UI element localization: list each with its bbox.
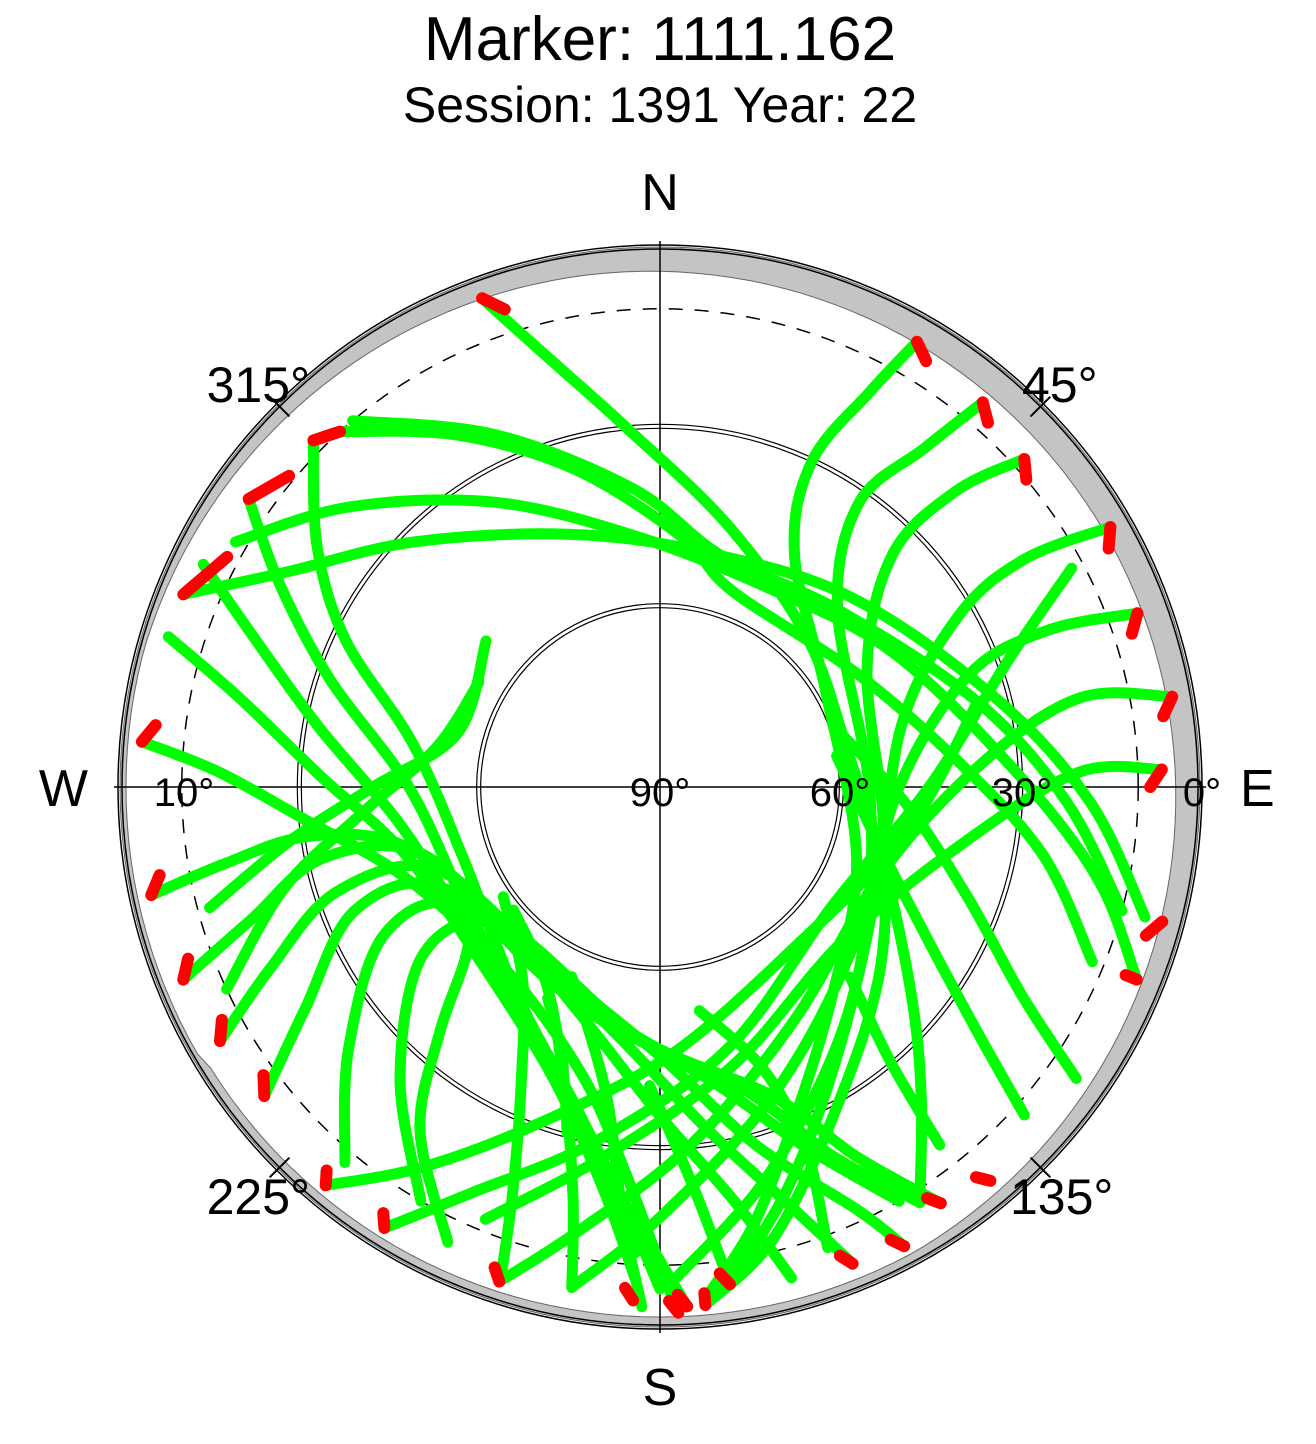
satellite-track-29	[495, 891, 530, 1282]
low-elevation-segment-29	[319, 1164, 333, 1192]
satellite-track-12	[479, 760, 1168, 1225]
low-elevation-segment-8	[135, 719, 162, 748]
satellite-track-27	[221, 676, 485, 995]
azimuth-tick-135	[1029, 1156, 1052, 1179]
direction-label-east: E	[1240, 760, 1275, 818]
azimuth-label-225: 225°	[207, 1169, 310, 1225]
chart-subtitle: Session: 1391 Year: 22	[403, 77, 917, 133]
low-elevation-segment-23	[884, 1233, 911, 1253]
low-elevation-segment-6	[177, 952, 195, 986]
low-elevation-segment-7	[214, 1013, 228, 1048]
low-elevation-segment-5	[145, 869, 166, 902]
low-elevation-segment-10	[911, 335, 933, 368]
low-elevation-segment-4	[476, 292, 511, 316]
elevation-label-60: 60°	[810, 771, 871, 815]
low-elevation-segment-14	[1125, 607, 1144, 640]
low-elevation-segment-27	[488, 1261, 506, 1288]
satellite-track-32	[644, 1080, 736, 1290]
low-elevation-segment-25	[619, 1281, 640, 1307]
elevation-label-90: 90°	[630, 771, 691, 815]
satellite-track-13	[378, 562, 1078, 1234]
azimuth-tick-225	[268, 1156, 291, 1179]
low-elevation-segment-1	[177, 550, 234, 601]
satellite-tracks	[136, 292, 1178, 1319]
satellite-track-1	[334, 425, 1098, 968]
low-elevation-segment-15	[1157, 690, 1179, 723]
satellite-track-33	[542, 992, 573, 1139]
satellite-track-34	[693, 1005, 834, 1254]
low-elevation-segment-13	[1102, 521, 1117, 555]
satellite-track-17	[197, 558, 642, 1259]
low-elevation-segment-18	[1119, 969, 1143, 986]
azimuth-tick-315	[268, 395, 291, 418]
azimuth-label-315: 315°	[207, 357, 310, 413]
satellite-track-14	[320, 696, 984, 1191]
low-elevation-segment-22	[833, 1249, 859, 1270]
low-elevation-segment-20	[671, 1288, 694, 1313]
direction-label-south: S	[643, 1359, 678, 1417]
low-elevation-segment-28	[377, 1207, 391, 1234]
low-elevation-segment-2	[242, 469, 296, 505]
satellite-track-28	[414, 869, 477, 1248]
satellite-track-37	[844, 971, 946, 1151]
azimuth-label-135: 135°	[1010, 1169, 1113, 1225]
azimuth-tick-45	[1029, 395, 1052, 418]
low-elevation-segment-21	[663, 1295, 685, 1319]
low-elevation-segment-11	[976, 396, 994, 429]
elevation-label-30: 30°	[992, 771, 1053, 815]
satellite-track-15	[307, 434, 666, 1295]
low-elevation-segment-30	[970, 1171, 997, 1187]
low-elevation-segment-19	[698, 1287, 712, 1312]
satellite-track-36	[839, 732, 1082, 1084]
satellite-track-3	[177, 528, 1151, 923]
satellite-track-19	[136, 736, 684, 1319]
low-elevation-segment-26	[713, 1267, 736, 1291]
satellite-track-35	[831, 750, 1030, 1121]
chart-title: Marker: 1111.162	[424, 5, 896, 74]
low-elevation-segment-24	[921, 1192, 947, 1210]
direction-label-west: W	[39, 760, 88, 818]
azimuth-label-45: 45°	[1022, 357, 1098, 413]
low-elevation-segment-9	[257, 1069, 271, 1103]
low-elevation-segment-3	[307, 425, 346, 447]
direction-label-north: N	[641, 164, 679, 222]
satellite-track-26	[204, 635, 492, 914]
elevation-label-0: 0°	[1183, 771, 1221, 815]
elevation-label-10: 10°	[154, 771, 215, 815]
satellite-track-31	[566, 971, 648, 1313]
low-elevation-segment-12	[1018, 453, 1033, 486]
low-elevation-segment-16	[1144, 763, 1168, 793]
low-elevation-segment-17	[1139, 915, 1169, 942]
low-elevation-points	[135, 292, 1179, 1319]
polar-grid	[114, 241, 1206, 1333]
